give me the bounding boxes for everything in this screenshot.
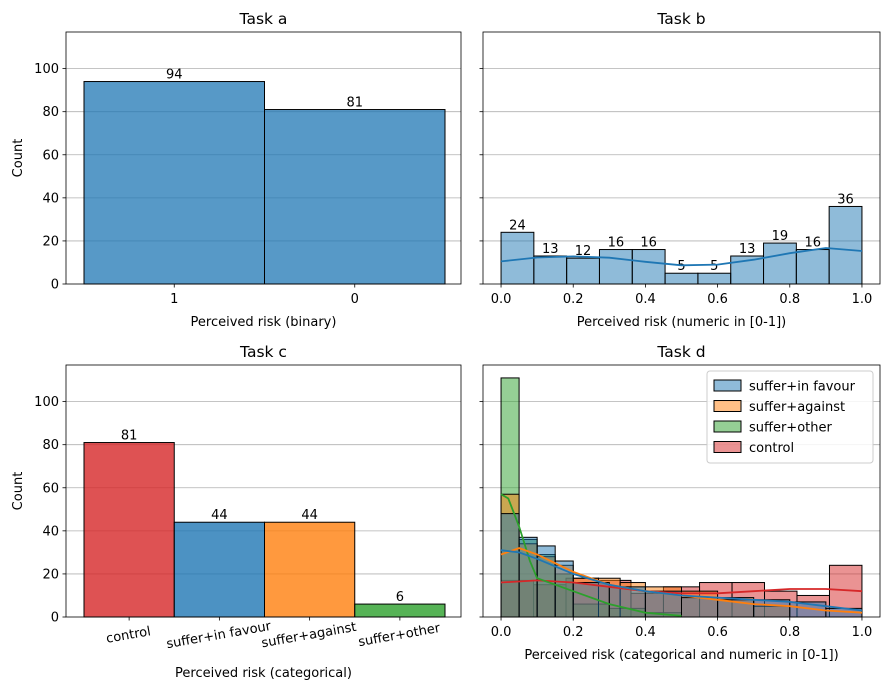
x-tick-label: 0.4 [635,625,656,640]
legend-frame [706,370,874,464]
legend-label: control [749,441,794,456]
data-label: 94 [166,68,183,83]
bar [83,81,265,285]
data-label: 13 [542,242,559,257]
data-label: 36 [837,192,854,207]
x-tick-label: suffer+other [357,621,442,650]
legend-label: suffer+in favour [749,380,856,395]
histogram-bar [828,205,863,285]
histogram-bar [664,272,699,285]
histogram-bar [697,272,732,285]
data-label: 16 [608,236,625,251]
data-label: 44 [211,508,228,523]
panel-task-a: 94 1 81 0 0 20 40 60 80 100 Task a Perceived risk (… [11,10,462,330]
histogram-bar [598,249,633,285]
y-tick-label: 0 [51,611,59,626]
axes-frame [65,31,462,285]
x-tick-label: 0.0 [491,625,512,640]
kde-line [500,247,863,267]
y-axis-label: Count [11,139,26,178]
legend: suffer+in favour suffer+against suffer+oth… [706,370,874,464]
data-label: 24 [509,218,526,233]
y-tick-label: 20 [42,567,59,582]
x-axis-label: Perceived risk (numeric in [0-1]) [577,315,787,330]
data-label: 19 [772,229,789,244]
data-label: 13 [739,242,756,257]
y-tick-label: 20 [42,234,59,249]
x-tick-label: 0.2 [563,625,584,640]
x-tick-label: 0.4 [635,292,656,307]
x-tick-label: 1 [170,292,178,307]
axes-frame [65,364,462,618]
legend-swatch [713,420,742,433]
bar [264,521,356,618]
legend-swatch [713,379,742,392]
x-tick-label: 0 [351,292,359,307]
chart-title: Task b [656,10,705,28]
bar [83,442,175,618]
legend-swatch [713,441,742,453]
x-tick-label: 1.0 [852,292,873,307]
kde-line [500,493,682,617]
chart-title: Task c [239,343,287,361]
bar [354,603,446,618]
y-axis-label: Count [11,472,26,511]
data-label: 16 [804,236,821,251]
x-tick-label: 0.6 [707,625,728,640]
y-tick-label: 0 [51,278,59,293]
histogram-bar [572,582,610,618]
x-tick-label: 0.8 [779,625,800,640]
x-tick-label: control [105,624,152,647]
y-tick-label: 40 [42,191,59,206]
data-label: 44 [301,508,318,523]
histogram-bar [681,597,719,618]
x-axis-label: Perceived risk (binary) [191,315,337,330]
panel-task-d: 0.0 0.2 0.4 0.6 0.8 1.0 Task d Perceived risk (… [479,343,881,663]
y-tick-label: 80 [42,438,59,453]
chart-title: Task d [656,343,705,361]
x-tick-label: 0.2 [563,292,584,307]
bar [264,109,446,285]
kde-line [500,549,863,612]
x-tick-label: 0.6 [707,292,728,307]
data-label: 5 [677,259,685,274]
histogram-bar [763,242,797,285]
kde-line [500,579,863,595]
panel-task-c: 81 control 44 suffer+in favour 44 suffer+agai… [11,343,462,681]
x-tick-label: 1.0 [852,625,873,640]
data-label: 16 [640,236,657,251]
axes-frame [482,364,881,618]
histogram-bar [631,249,666,285]
legend-label: suffer+against [749,400,845,415]
data-label: 5 [710,259,718,274]
chart-title: Task a [239,10,288,28]
y-tick-label: 60 [42,481,59,496]
y-tick-label: 100 [34,62,59,77]
data-label: 12 [575,244,592,259]
histogram-bar [795,249,830,285]
legend-swatch [713,400,742,412]
histogram-bar [566,257,600,285]
legend-label: suffer+other [749,421,832,436]
y-tick-label: 80 [42,105,59,120]
histogram-bar [533,255,568,285]
x-axis-label: Perceived risk (categorical and numeric … [524,648,838,663]
x-tick-label: 0.0 [491,292,512,307]
x-tick-label: suffer+against [260,620,357,651]
x-tick-label: 0.8 [779,292,800,307]
data-label: 81 [346,96,363,111]
x-axis-label: Perceived risk (categorical) [175,666,352,681]
y-tick-label: 60 [42,148,59,163]
bar [173,521,265,618]
data-label: 6 [396,590,404,605]
y-tick-label: 100 [34,395,59,410]
y-tick-label: 40 [42,524,59,539]
x-tick-label: suffer+in favour [165,619,273,652]
axes-frame [482,31,881,285]
histogram-bar [500,513,520,618]
panel-task-b: 24 13 12 16 16 5 5 13 19 16 36 0.0 0.2 0.4 0.6 0.8 1.0 Ta… [479,10,881,330]
data-label: 81 [121,429,138,444]
